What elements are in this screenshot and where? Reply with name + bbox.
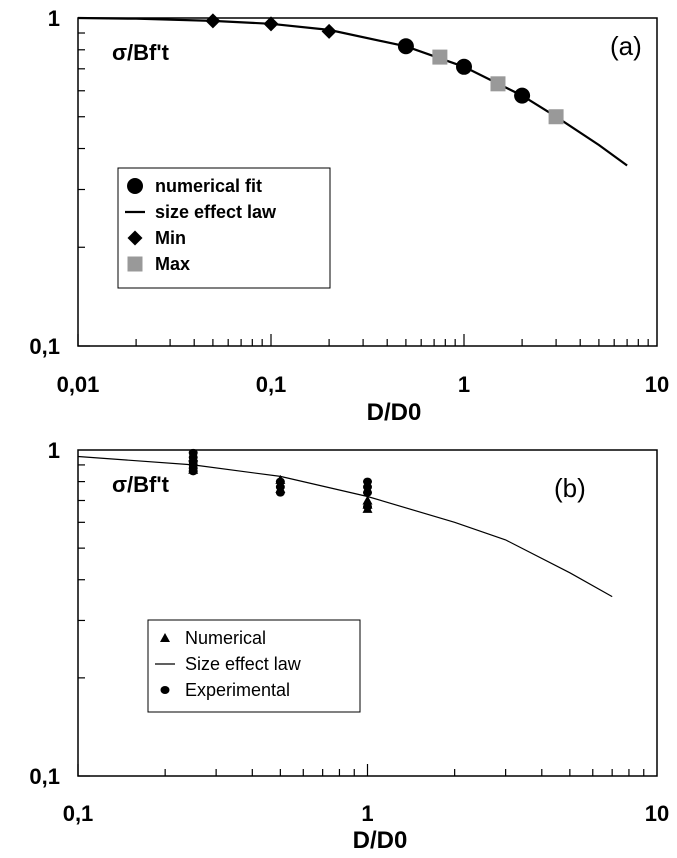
y-tick-label: 1 [48,6,60,31]
x-axis-label: D/D0 [353,827,408,854]
legend-item-label: Size effect law [185,654,302,674]
y-axis-label: σ/Bf't [112,472,170,497]
plot-frame [77,17,658,347]
data-point [363,502,372,511]
y-tick-label: 0,1 [29,334,60,359]
legend-marker [127,230,143,246]
panel-label: (b) [554,473,586,503]
legend-box [117,167,331,289]
data-point [275,483,285,492]
legend-item-label: numerical fit [155,176,262,196]
data-point [456,58,472,75]
legend-item-label: Experimental [185,680,290,700]
x-tick-label: 0,01 [57,372,100,397]
data-point [275,488,285,497]
data-point [514,87,531,104]
legend-item-label: Max [155,254,190,274]
x-axis-label: D/D0 [367,399,422,426]
panel-label: (a) [610,31,642,61]
data-point [263,16,279,32]
data-point [490,76,506,92]
chart-panel-a: 0,01 0,1 1 10 0,1 1 D/D0 σ/Bf't (a) numerical fit… [29,6,669,426]
legend: numerical fit size effect law Min Max [117,167,331,289]
data-point [397,38,414,55]
legend-marker [160,686,170,694]
data-point [363,483,372,492]
legend-item-label: Numerical [185,628,266,648]
x-tick-label: 0,1 [63,801,94,826]
legend-marker [127,178,143,194]
legend-item-label: size effect law [155,202,277,222]
data-point [548,109,564,125]
legend-marker [160,633,170,642]
data-point [321,23,337,39]
x-tick-label: 0,1 [256,372,287,397]
x-tick-label: 10 [645,801,669,826]
x-tick-label: 1 [458,372,470,397]
data-point [363,488,372,497]
y-tick-label: 1 [48,438,60,463]
legend: Numerical Size effect law Experimental [147,619,361,713]
data-point [205,13,221,29]
y-tick-label: 0,1 [29,764,60,789]
x-tick-label: 1 [361,801,373,826]
data-point [188,467,198,476]
series-line-0 [77,455,613,598]
legend-item-label: Min [155,228,186,248]
legend-marker [127,256,143,272]
legend-box [147,619,361,713]
y-axis-label: σ/Bf't [112,40,170,65]
x-tick-label: 10 [645,372,669,397]
data-point [432,49,448,65]
